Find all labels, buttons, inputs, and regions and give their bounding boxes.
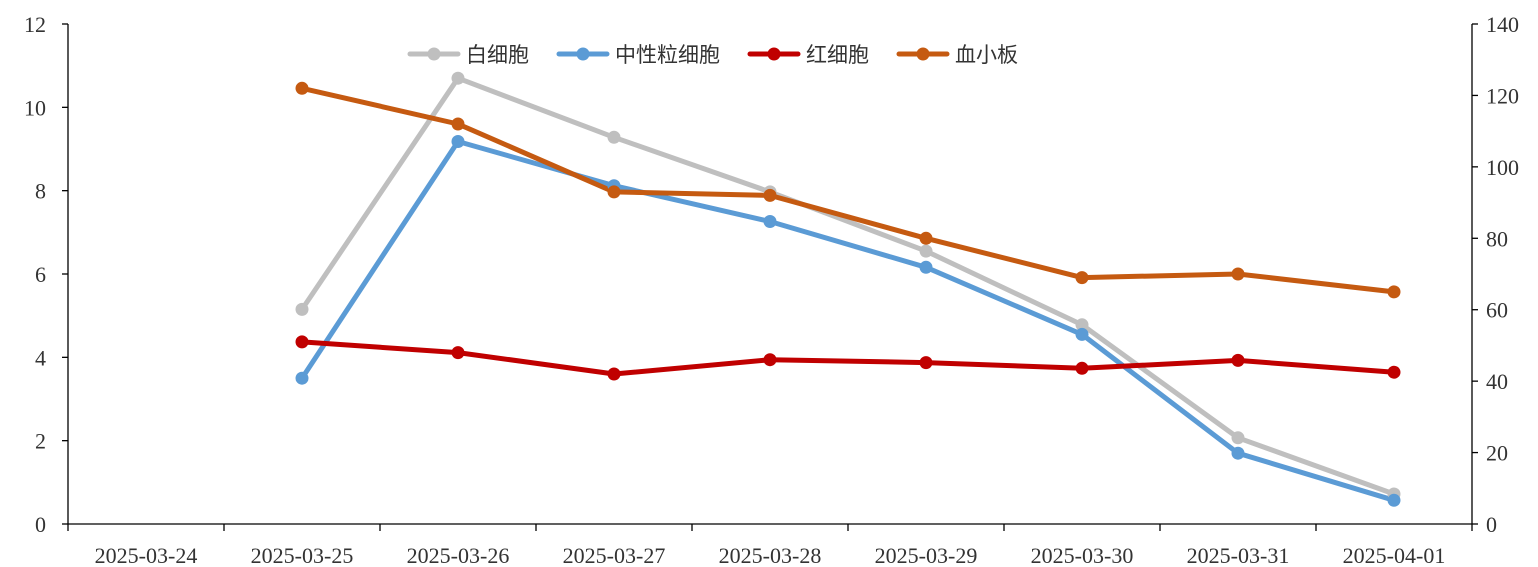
data-point-marker bbox=[763, 188, 777, 202]
right-y-tick-label: 0 bbox=[1486, 512, 1497, 537]
data-point-marker bbox=[451, 117, 465, 131]
left-y-tick-label: 8 bbox=[35, 179, 46, 204]
data-point-marker bbox=[763, 353, 777, 367]
data-point-marker bbox=[1075, 327, 1089, 341]
data-point-marker bbox=[1387, 365, 1401, 379]
legend-swatch-marker bbox=[576, 47, 590, 61]
x-tick-label: 2025-03-28 bbox=[719, 543, 822, 567]
x-tick-label: 2025-03-30 bbox=[1031, 543, 1134, 567]
left-y-tick-label: 10 bbox=[24, 95, 46, 120]
series-line-3 bbox=[299, 85, 1397, 295]
data-point-marker bbox=[295, 335, 309, 349]
data-point-marker bbox=[763, 215, 777, 228]
legend-swatch-marker bbox=[916, 47, 930, 61]
data-point-marker bbox=[1231, 353, 1245, 367]
data-point-marker bbox=[295, 302, 309, 316]
legend-label: 血小板 bbox=[955, 43, 1018, 67]
series-line-2 bbox=[299, 339, 1397, 377]
right-y-tick-label: 60 bbox=[1486, 298, 1508, 323]
data-point-marker bbox=[919, 231, 933, 245]
data-point-marker bbox=[1075, 318, 1089, 332]
data-point-marker bbox=[295, 81, 309, 95]
x-tick-label: 2025-03-29 bbox=[875, 543, 978, 567]
legend: 白细胞 中性粒细胞 红细胞 血小板 bbox=[407, 43, 1018, 67]
data-point-marker bbox=[1075, 361, 1089, 375]
right-y-tick-label: 100 bbox=[1486, 155, 1519, 180]
x-tick-label: 2025-04-01 bbox=[1343, 543, 1446, 567]
data-point-marker bbox=[295, 371, 309, 385]
data-point-marker bbox=[1231, 267, 1245, 281]
data-point-marker bbox=[607, 367, 621, 381]
left-y-tick-label: 12 bbox=[24, 12, 46, 37]
data-point-marker bbox=[451, 346, 465, 360]
series-line-0 bbox=[299, 75, 1397, 497]
x-tick-label: 2025-03-26 bbox=[407, 543, 510, 567]
x-tick-label: 2025-03-24 bbox=[95, 543, 198, 567]
left-y-tick-label: 4 bbox=[35, 345, 46, 370]
right-y-tick-label: 80 bbox=[1486, 226, 1508, 251]
legend-label: 白细胞 bbox=[466, 43, 529, 67]
left-y-tick-label: 2 bbox=[35, 429, 46, 454]
data-point-marker bbox=[1231, 431, 1245, 445]
x-tick-label: 2025-03-25 bbox=[251, 543, 354, 567]
data-point-marker bbox=[1387, 285, 1401, 299]
x-tick-label: 2025-03-27 bbox=[563, 543, 666, 567]
right-y-tick-label: 40 bbox=[1486, 369, 1508, 394]
legend-label: 中性粒细胞 bbox=[615, 43, 720, 67]
data-point-marker bbox=[607, 185, 621, 199]
data-point-marker bbox=[1231, 446, 1245, 460]
data-point-marker bbox=[1075, 271, 1089, 285]
series-markers bbox=[295, 71, 1401, 507]
data-point-marker bbox=[451, 135, 465, 148]
left-y-tick-label: 6 bbox=[35, 262, 46, 287]
legend-swatch-marker bbox=[427, 47, 441, 61]
data-point-marker bbox=[919, 244, 933, 258]
data-point-marker bbox=[919, 356, 933, 370]
series-line-1 bbox=[299, 139, 1397, 503]
left-y-tick-label: 0 bbox=[35, 512, 46, 537]
data-point-marker bbox=[607, 130, 621, 144]
legend-swatch-marker bbox=[767, 47, 781, 61]
data-point-marker bbox=[1387, 493, 1401, 507]
right-y-tick-label: 120 bbox=[1486, 83, 1519, 108]
data-point-marker bbox=[919, 260, 933, 274]
series-lines bbox=[299, 75, 1397, 503]
data-point-marker bbox=[451, 71, 465, 85]
right-y-tick-label: 20 bbox=[1486, 441, 1508, 466]
x-tick-label: 2025-03-31 bbox=[1187, 543, 1290, 567]
legend-label: 红细胞 bbox=[806, 43, 869, 67]
right-y-tick-label: 140 bbox=[1486, 12, 1519, 37]
